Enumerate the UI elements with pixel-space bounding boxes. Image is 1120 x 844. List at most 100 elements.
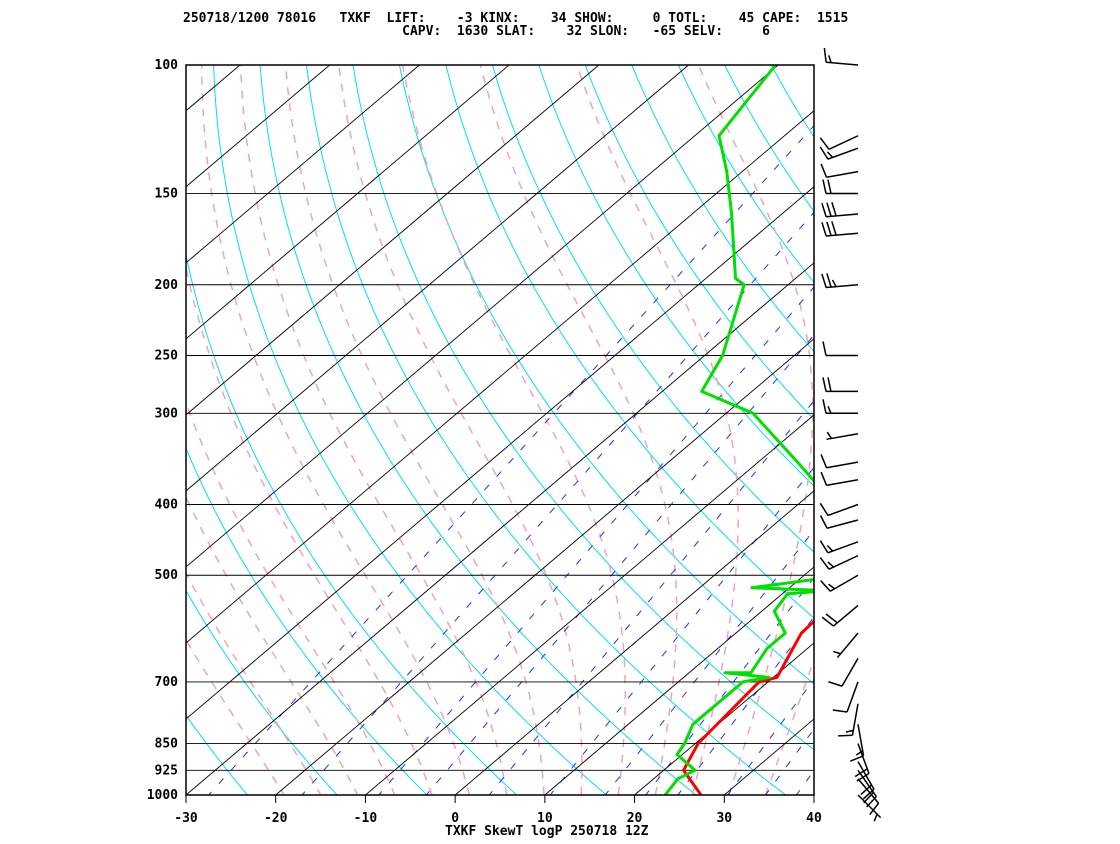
- pressure-tick-label: 925: [155, 763, 178, 778]
- mixing-ratio-line: [288, 65, 943, 810]
- wind-barb: [820, 136, 858, 150]
- barb-feather: [822, 203, 826, 217]
- wind-barb: [823, 377, 858, 391]
- barb-feather: [821, 164, 826, 177]
- isotherm: [365, 65, 1120, 795]
- barb-staff: [842, 658, 858, 686]
- wind-barb: [850, 724, 863, 761]
- dry-adiabat: [1037, 49, 1120, 811]
- barb-feather: [823, 399, 826, 413]
- barb-feather: [832, 202, 836, 216]
- wind-barb: [833, 682, 858, 712]
- mixing-ratio-line: [634, 65, 1120, 810]
- barb-staff: [826, 462, 858, 468]
- barb-feather: [829, 55, 831, 62]
- chart-title: TXKF SkewT logP 250718 12Z: [445, 824, 649, 839]
- wind-barb: [820, 541, 858, 553]
- wind-barb: [822, 202, 858, 217]
- wind-barb: [833, 633, 858, 658]
- pressure-tick-label: 150: [155, 187, 179, 202]
- moist-adiabat: [55, 65, 293, 811]
- barb-staff: [847, 682, 858, 712]
- barb-feather: [874, 814, 877, 821]
- barb-feather: [832, 221, 836, 235]
- barb-feather: [829, 584, 835, 589]
- wind-barb: [822, 221, 858, 236]
- isotherm: [0, 65, 689, 795]
- barb-feather: [846, 730, 853, 732]
- moist-adiabat: [202, 65, 473, 811]
- dry-adiabat: [625, 49, 1120, 811]
- wind-barb: [823, 180, 858, 194]
- isotherm: [724, 65, 1120, 795]
- isotherm: [635, 65, 1120, 795]
- temperature-tick-label: 30: [716, 811, 732, 826]
- wind-barb: [820, 503, 858, 515]
- moist-adiabat: [107, 65, 365, 811]
- wind-barb: [828, 658, 858, 686]
- dry-adiabat: [900, 49, 1120, 811]
- moist-adiabat: [577, 65, 738, 811]
- wind-barb: [823, 341, 858, 355]
- pressure-tick-label: 100: [155, 58, 179, 73]
- moist-adiabat: [339, 65, 582, 811]
- barb-feather: [821, 516, 828, 529]
- isotherm: [0, 65, 778, 795]
- pressure-tick-label: 400: [155, 498, 179, 513]
- isotherm: [276, 65, 1120, 795]
- dry-adiabat: [854, 49, 1120, 811]
- wind-barb: [821, 164, 858, 177]
- wind-barbs: [820, 48, 880, 821]
- dry-adiabat: [1083, 49, 1120, 811]
- mixing-ratio-line: [366, 65, 1005, 810]
- barb-feather: [820, 503, 828, 515]
- dry-adiabat: [580, 49, 1120, 811]
- barb-feather: [827, 203, 831, 217]
- pressure-tick-label: 300: [155, 406, 179, 421]
- moist-adiabat: [286, 65, 545, 811]
- barb-feather: [828, 377, 831, 391]
- isotherm: [455, 65, 1120, 795]
- dry-adiabat: [305, 49, 807, 811]
- pressure-tick-label: 500: [155, 568, 179, 583]
- barb-feather: [823, 180, 826, 194]
- dry-adiabat: [70, 49, 352, 811]
- barb-feather: [827, 546, 832, 552]
- dry-adiabat: [534, 49, 1120, 811]
- barb-feather: [820, 147, 828, 159]
- pressure-tick-label: 250: [155, 348, 179, 363]
- barb-feather: [828, 682, 842, 686]
- pressure-tick-label: 200: [155, 278, 179, 293]
- barb-feather: [820, 541, 828, 553]
- axes: 1000925850700500400300250200150100-30-20…: [147, 58, 822, 826]
- barb-feather: [822, 274, 826, 288]
- barb-feather: [833, 710, 847, 712]
- wind-barb: [821, 575, 858, 591]
- mixing-ratio-line: [666, 65, 1120, 810]
- barb-feather: [832, 280, 836, 287]
- temperature-tick-label: -10: [354, 811, 378, 826]
- moist-adiabat: [136, 65, 401, 811]
- moist-adiabat: [80, 65, 329, 811]
- wind-barb: [858, 795, 881, 821]
- dry-adiabat: [946, 49, 1120, 811]
- barb-feather: [828, 406, 831, 413]
- dry-adiabat: [671, 49, 1120, 811]
- moist-adiabat: [480, 65, 676, 811]
- sounding-profiles: [665, 65, 1042, 795]
- isotherm: [96, 65, 957, 795]
- barb-feather: [827, 432, 831, 438]
- barb-feather: [821, 472, 826, 485]
- barb-feather: [821, 454, 826, 467]
- wind-barb: [821, 516, 858, 529]
- barb-feather: [820, 138, 829, 149]
- temperature-tick-label: -20: [264, 811, 288, 826]
- wind-barb: [820, 556, 858, 570]
- barb-feather: [822, 222, 826, 236]
- temperature-tick-label: 40: [806, 811, 822, 826]
- wind-barb: [821, 454, 858, 467]
- mixing-ratio-line: [195, 65, 869, 810]
- barb-feather: [824, 48, 826, 62]
- wind-barb: [822, 605, 858, 626]
